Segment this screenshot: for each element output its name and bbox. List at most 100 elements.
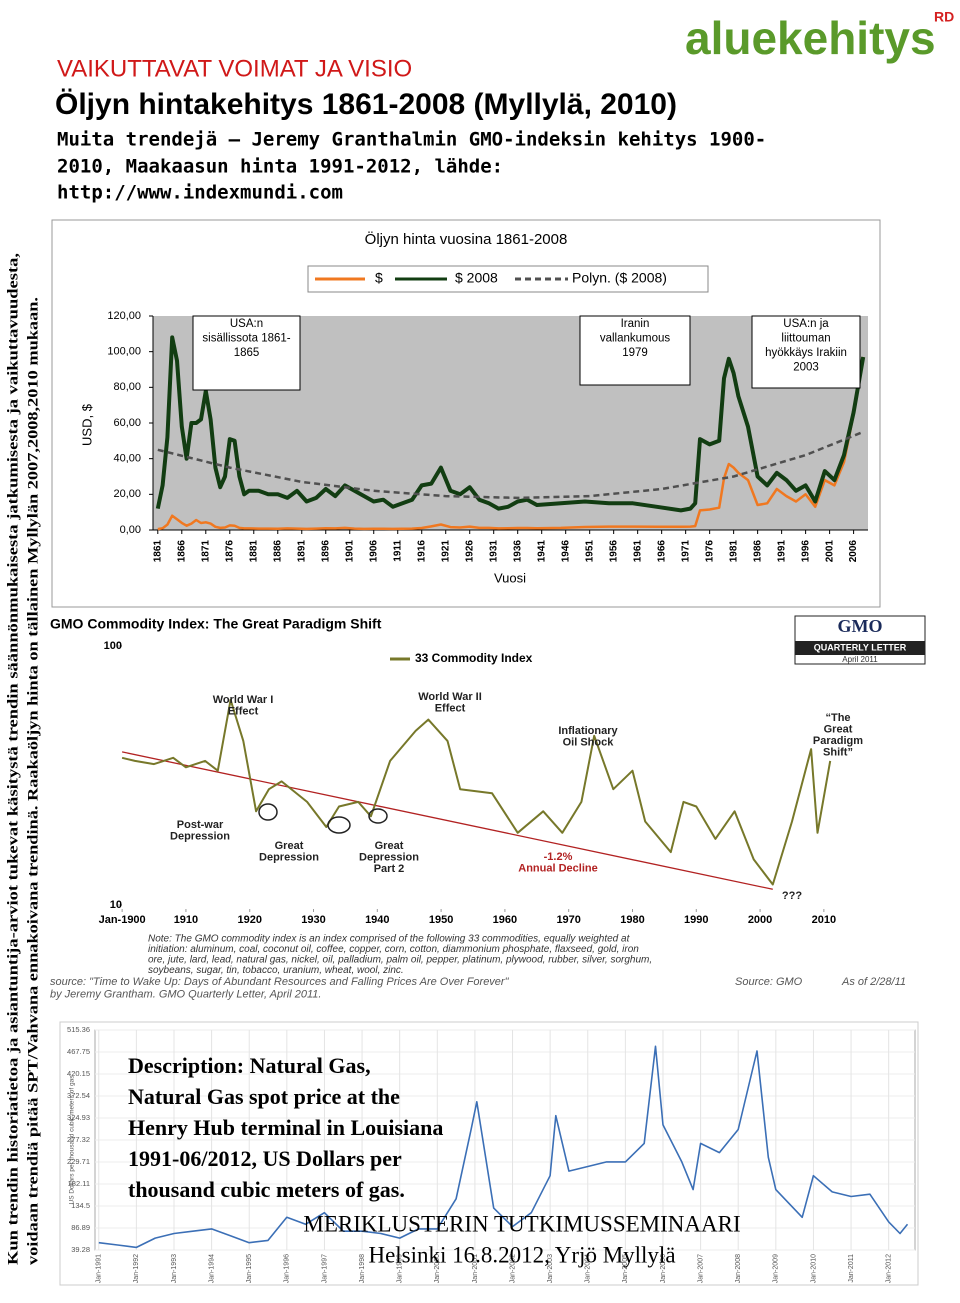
x-tick-label: 1891 bbox=[296, 540, 307, 563]
y-tick-label: 100 bbox=[104, 640, 122, 652]
y-tick-label: 324.93 bbox=[67, 1113, 90, 1122]
x-tick-label: Jan-1993 bbox=[171, 1254, 178, 1283]
note: Note: The GMO commodity index is an inde… bbox=[148, 934, 631, 945]
x-tick-label: Jan-2008 bbox=[735, 1254, 742, 1283]
x-tick-label: 1911 bbox=[392, 540, 403, 562]
annotation: “The bbox=[825, 712, 850, 724]
subtitle: 2010, Maakaasun hinta 1991-2012, lähde: bbox=[57, 156, 503, 178]
annotation: Post-war bbox=[177, 819, 224, 831]
y-tick-label: 100,00 bbox=[107, 346, 141, 358]
x-tick-label: Jan-1996 bbox=[284, 1254, 291, 1283]
title: Öljyn hintakehitys 1861-2008 (Myllylä, 2… bbox=[55, 88, 677, 121]
annotation: Oil Shock bbox=[563, 736, 615, 748]
x-tick-label: 1991 bbox=[776, 540, 787, 563]
annotation: Great bbox=[275, 840, 304, 852]
x-tick-label: Jan-2011 bbox=[848, 1254, 855, 1283]
gmo-logo: QUARTERLY LETTER bbox=[814, 642, 907, 652]
annotation: USA:n bbox=[230, 318, 263, 330]
x-tick-label: 1940 bbox=[365, 914, 389, 926]
y-tick-label: 39.28 bbox=[71, 1245, 90, 1254]
side-note: Kun trendin historiatietoa ja asiantunti… bbox=[5, 253, 21, 1265]
annotation: Annual Decline bbox=[518, 862, 597, 874]
y-tick-label: 372.54 bbox=[67, 1091, 90, 1100]
legend-label: Polyn. ($ 2008) bbox=[572, 270, 667, 286]
annotation: sisällissota 1861- bbox=[202, 333, 290, 345]
series-line bbox=[121, 698, 832, 886]
annotation: Great bbox=[375, 840, 404, 852]
x-tick-label: Jan-1900 bbox=[99, 914, 146, 926]
x-tick-label: 2006 bbox=[848, 540, 859, 563]
note: ore, jute, lard, lead, natural gas, nick… bbox=[148, 955, 652, 966]
x-tick-label: 1986 bbox=[752, 540, 763, 563]
annotation: vallankumous bbox=[600, 333, 671, 345]
annotation: Paradigm bbox=[813, 735, 863, 747]
legend-label: 33 Commodity Index bbox=[415, 651, 533, 665]
x-tick-label: 1951 bbox=[584, 540, 595, 563]
y-axis-label: USD, $ bbox=[79, 403, 94, 446]
y-tick-label: 420.15 bbox=[67, 1069, 90, 1078]
description: 1991-06/2012, US Dollars per bbox=[128, 1146, 402, 1171]
y-axis-label: US Dollars per thousand cubic meters of … bbox=[69, 1075, 76, 1205]
gmo-logo: GMO bbox=[838, 616, 883, 636]
annotation: -1.2% bbox=[544, 851, 573, 863]
x-tick-label: Jan-2000 bbox=[434, 1254, 441, 1283]
x-tick-label: 2000 bbox=[748, 914, 772, 926]
trend-line bbox=[121, 751, 773, 890]
x-tick-label: 1976 bbox=[704, 540, 715, 563]
x-tick-label: Jan-2002 bbox=[509, 1254, 516, 1283]
annotation: Depression bbox=[359, 851, 419, 863]
annotation: World War I bbox=[213, 694, 274, 706]
x-tick-label: Jan-1998 bbox=[359, 1254, 366, 1283]
y-tick-label: 515.36 bbox=[67, 1025, 90, 1034]
x-tick-label: 2001 bbox=[824, 540, 835, 563]
x-tick-label: 1881 bbox=[248, 540, 259, 563]
source: by Jeremy Grantham. GMO Quarterly Letter… bbox=[50, 988, 321, 1000]
x-tick-label: 1990 bbox=[684, 914, 708, 926]
gmo-logo-band bbox=[795, 641, 925, 655]
y-tick-label: 182.11 bbox=[68, 1179, 90, 1188]
x-tick-label: 1920 bbox=[237, 914, 261, 926]
x-tick-label: Jan-1995 bbox=[246, 1254, 253, 1283]
y-tick-label: 60,00 bbox=[113, 417, 141, 429]
source: Source: GMO bbox=[735, 976, 803, 988]
subtitle: http://www.indexmundi.com bbox=[57, 182, 343, 204]
logo: aluekehitys bbox=[685, 12, 936, 64]
annotation: 2003 bbox=[793, 362, 819, 374]
x-tick-label: 1876 bbox=[224, 540, 235, 563]
y-tick-label: 229.71 bbox=[67, 1157, 90, 1166]
annotation: Depression bbox=[259, 851, 319, 863]
x-axis-label: Vuosi bbox=[494, 570, 526, 585]
highlight-circle bbox=[368, 808, 388, 824]
x-tick-label: Jan-1997 bbox=[321, 1254, 328, 1283]
x-tick-label: 1950 bbox=[429, 914, 453, 926]
note: soybeans, sugar, tin, tobacco, uranium, … bbox=[148, 965, 404, 976]
x-tick-label: Jan-1999 bbox=[397, 1254, 404, 1283]
x-tick-label: 1886 bbox=[272, 540, 283, 563]
y-tick-label: 120,00 bbox=[107, 310, 141, 322]
annotation: Great bbox=[824, 723, 853, 735]
highlight-circle bbox=[258, 803, 278, 821]
annotation-box bbox=[579, 315, 691, 386]
y-tick-label: 86.89 bbox=[71, 1223, 90, 1232]
description: thousand cubic meters of gas. bbox=[128, 1177, 405, 1202]
x-tick-label: Jan-2012 bbox=[886, 1254, 893, 1283]
annotation-box bbox=[192, 315, 301, 391]
source: source: "Time to Wake Up: Days of Abunda… bbox=[50, 976, 510, 988]
annotation: Shift” bbox=[823, 746, 853, 758]
description: Natural Gas spot price at the bbox=[128, 1084, 400, 1109]
note: initiation: aluminum, coal, coconut oil,… bbox=[148, 944, 639, 955]
x-tick-label: Jan-1994 bbox=[208, 1254, 215, 1283]
x-tick-label: 1871 bbox=[200, 540, 211, 563]
x-tick-label: 1941 bbox=[536, 540, 547, 563]
chart-title: GMO Commodity Index: The Great Paradigm … bbox=[50, 616, 382, 632]
x-tick-label: 1971 bbox=[680, 540, 691, 563]
x-tick-label: 1981 bbox=[728, 540, 739, 563]
x-tick-label: 1931 bbox=[488, 540, 499, 563]
annotation: Inflationary bbox=[558, 725, 618, 737]
kicker: VAIKUTTAVAT VOIMAT JA VISIO bbox=[57, 55, 412, 82]
series-line bbox=[157, 430, 864, 500]
footer: MERIKLUSTERIN TUTKIMUSSEMINAARI bbox=[303, 1211, 740, 1236]
annotation: Depression bbox=[170, 830, 230, 842]
x-tick-label: 1966 bbox=[656, 540, 667, 563]
